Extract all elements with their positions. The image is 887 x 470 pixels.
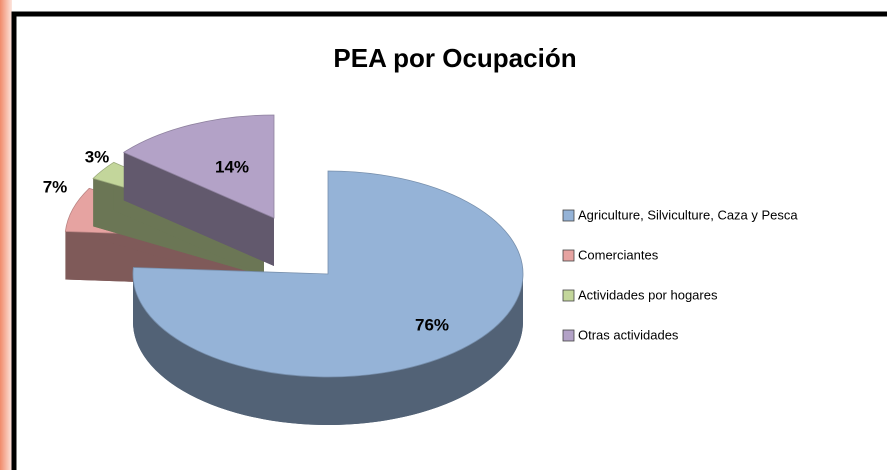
slice-side bbox=[133, 274, 523, 425]
slice bbox=[122, 114, 275, 219]
slice bbox=[132, 170, 524, 378]
edge-strip bbox=[0, 0, 12, 470]
legend-swatch bbox=[562, 289, 575, 302]
legend-label: Actividades por hogares bbox=[578, 287, 718, 302]
legend-swatch bbox=[562, 329, 575, 342]
data-label: 7% bbox=[43, 177, 68, 196]
legend-label: Otras actividades bbox=[578, 327, 679, 342]
chart-title: PEA por Ocupación bbox=[333, 43, 576, 73]
slice-wall bbox=[123, 152, 275, 266]
legend: Agriculture, Silviculture, Caza y Pesca C… bbox=[562, 207, 798, 342]
legend-swatch bbox=[562, 209, 575, 222]
pie: 76% 7% 3% 14% bbox=[43, 114, 524, 425]
legend-label: Comerciantes bbox=[578, 247, 659, 262]
legend-swatch bbox=[562, 249, 575, 262]
data-label: 3% bbox=[85, 147, 110, 166]
legend-label: Agriculture, Silviculture, Caza y Pesca bbox=[578, 207, 798, 222]
data-label: 76% bbox=[415, 315, 449, 334]
data-label: 14% bbox=[215, 157, 249, 176]
